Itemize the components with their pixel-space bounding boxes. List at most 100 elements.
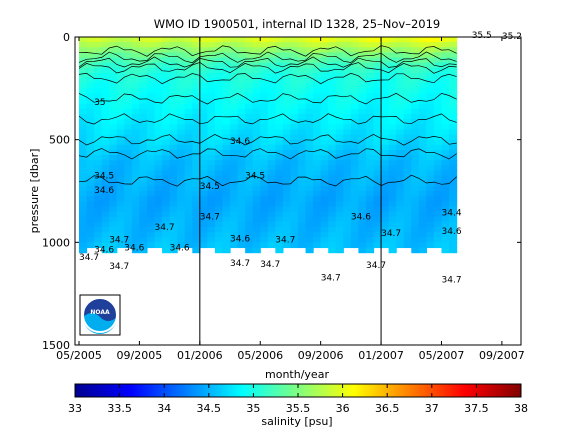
salinity-cell [267,160,276,166]
salinity-cell [116,42,125,48]
salinity-cell [298,139,307,146]
salinity-cell [252,180,261,187]
salinity-cell [199,180,208,187]
salinity-cell [433,149,443,156]
salinity-cell [275,129,284,136]
x-tick-label: 09/2007 [479,349,525,362]
contour-label: 34.6 [94,246,114,256]
salinity-cell [282,52,292,59]
salinity-cell [192,98,201,105]
salinity-cell [290,232,299,238]
salinity-cell [335,57,344,64]
salinity-cell [146,149,156,156]
salinity-cell [373,67,382,74]
contour-label: 34.5 [200,182,220,192]
contour-line [78,148,457,160]
salinity-cell [260,57,269,64]
salinity-cell [86,226,95,233]
salinity-cell [245,124,254,130]
salinity-cell [101,216,110,223]
salinity-cell [282,124,292,130]
salinity-cell [441,83,450,89]
salinity-cell [441,160,450,166]
salinity-cell [109,247,118,254]
salinity-cell [79,129,88,136]
salinity-cell [237,124,246,130]
salinity-cell [403,134,412,141]
salinity-cell [79,72,88,79]
salinity-cell [192,180,201,187]
salinity-cell [282,134,292,141]
salinity-cell [116,191,125,197]
salinity-cell [237,170,246,177]
salinity-cell [245,93,254,100]
salinity-cell [373,165,382,172]
salinity-cell [222,237,231,243]
salinity-cell [207,232,216,238]
salinity-cell [441,242,450,249]
salinity-cell [260,62,269,69]
salinity-cell [350,62,360,69]
salinity-cell [320,191,329,197]
salinity-cell [192,78,201,84]
salinity-cell [365,175,375,182]
salinity-cell [184,42,193,48]
salinity-cell [358,134,367,141]
salinity-cell [298,83,307,89]
salinity-cell [169,98,178,105]
salinity-cell [343,72,352,79]
salinity-cell [169,221,178,228]
salinity-cell [290,108,299,115]
contour-label: 34.6 [124,244,144,254]
salinity-cell [222,129,231,136]
salinity-cell [162,237,171,243]
salinity-cell [267,196,276,202]
salinity-cell [184,134,193,141]
salinity-cell [418,155,427,161]
salinity-cell [124,98,133,105]
salinity-cell [335,67,344,74]
salinity-cell [313,93,322,100]
salinity-cell [94,72,103,79]
salinity-cell [305,160,314,166]
salinity-cell [449,226,458,233]
salinity-cell [260,144,269,151]
salinity-cell [86,201,95,207]
salinity-cell [411,93,420,100]
salinity-cell [222,83,231,89]
salinity-cell [124,78,133,84]
salinity-cell [282,160,292,166]
salinity-cell [298,216,307,223]
salinity-cell [222,206,231,213]
salinity-cell [230,139,239,146]
salinity-cell [146,114,156,120]
salinity-cell [177,37,186,43]
salinity-cell [328,185,337,192]
salinity-cell [320,237,329,243]
salinity-cell [403,191,412,197]
salinity-cell [313,103,322,110]
salinity-cell [230,221,239,228]
salinity-cell [101,93,110,100]
salinity-cell [124,226,133,233]
salinity-cell [267,62,276,69]
salinity-cell [154,201,163,207]
salinity-cell [328,98,337,105]
salinity-cell [449,129,458,136]
salinity-cell [162,98,171,105]
salinity-cell [282,67,292,74]
salinity-cell [305,232,314,238]
salinity-cell [350,98,360,105]
salinity-cell [230,165,239,172]
salinity-cell [358,155,367,161]
salinity-cell [335,232,344,238]
salinity-cell [139,237,148,243]
salinity-cell [411,88,420,95]
salinity-cell [298,52,307,59]
salinity-cell [131,83,141,89]
salinity-cell [124,83,133,89]
colorbar-tick-label: 35.5 [286,402,311,415]
salinity-cell [131,114,141,120]
salinity-cell [441,216,450,223]
salinity-cell [350,37,360,43]
